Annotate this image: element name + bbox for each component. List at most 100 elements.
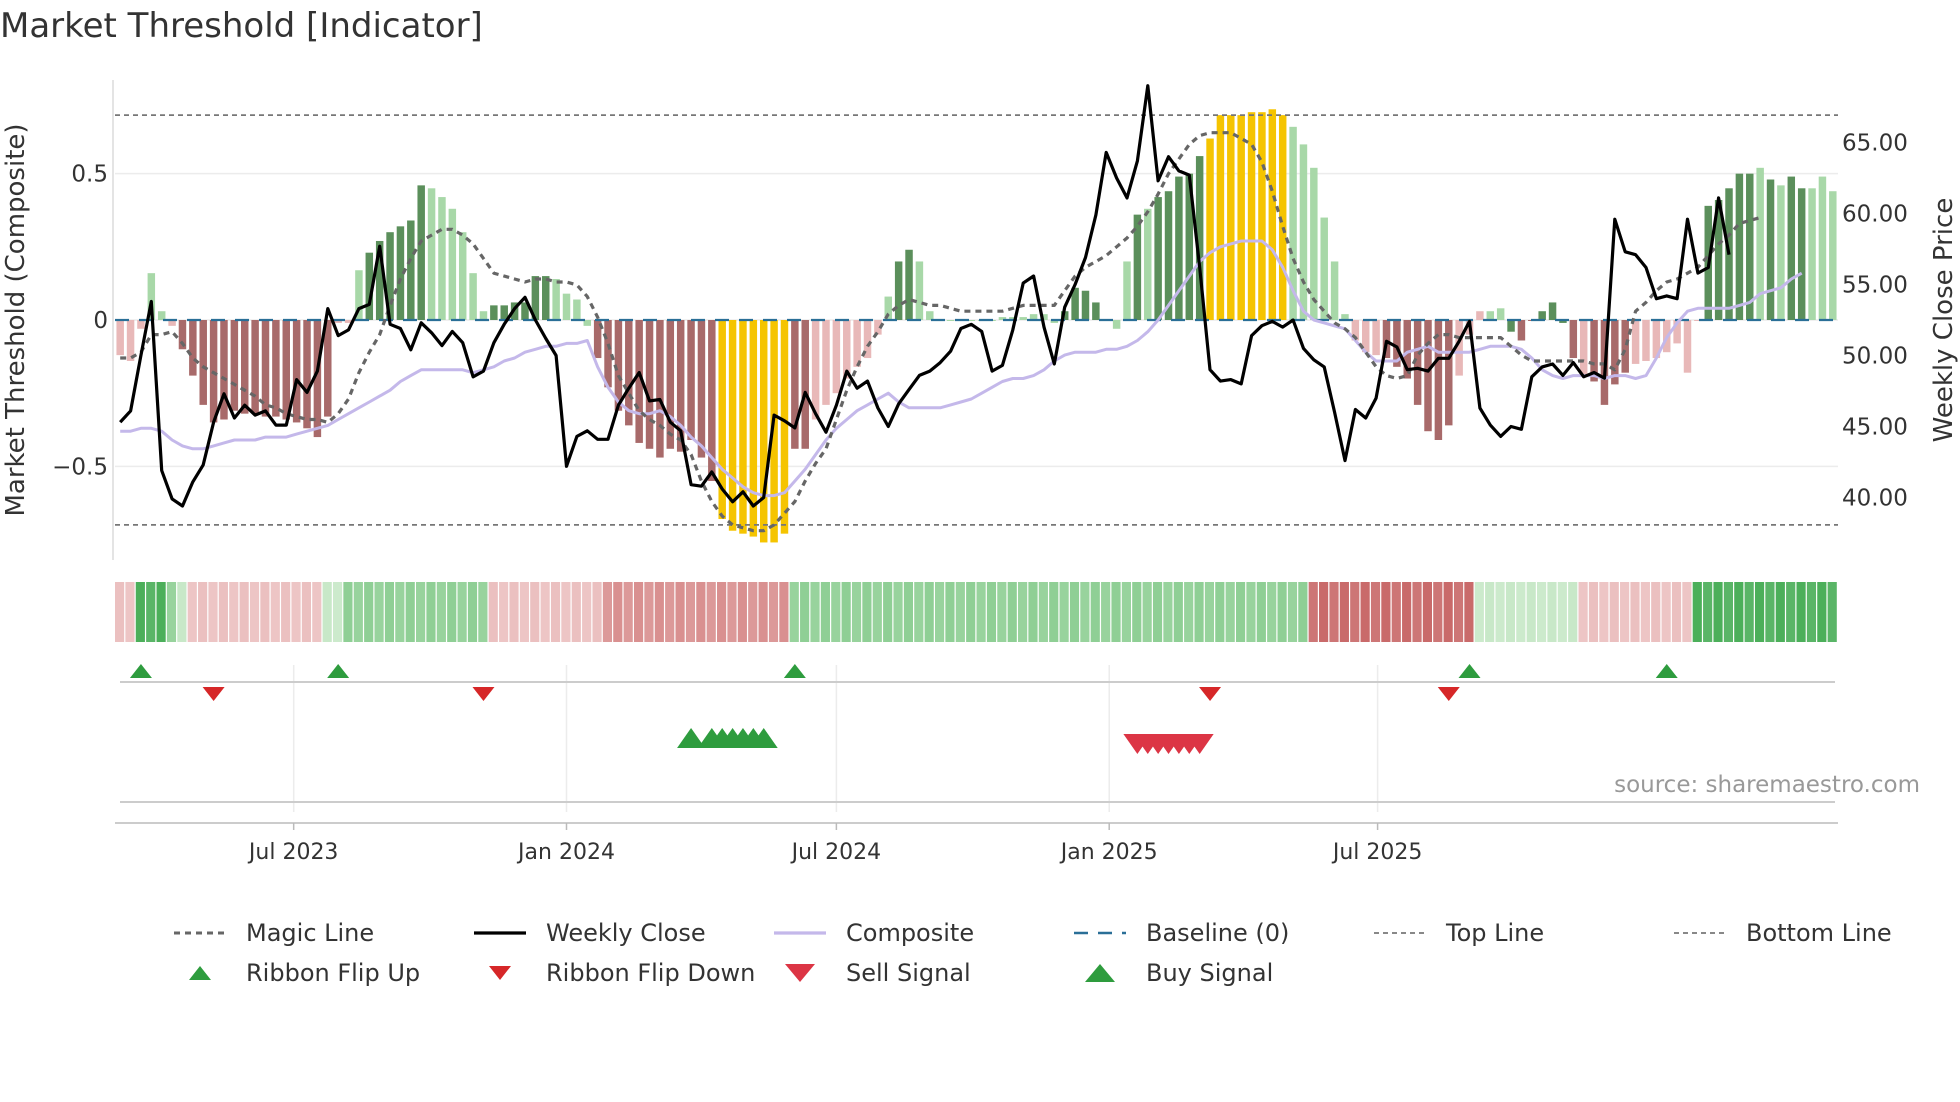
- composite-bar: [552, 279, 560, 320]
- composite-bar: [1548, 302, 1557, 320]
- ribbon-cell: [1277, 582, 1287, 642]
- ribbon-cell: [291, 582, 301, 642]
- ribbon-cell: [1671, 582, 1682, 642]
- composite-bar: [147, 273, 156, 320]
- composite-bars: [116, 109, 1837, 543]
- ribbon-flip-up-marker: [129, 664, 152, 678]
- ribbon-cell: [955, 582, 965, 642]
- ribbon-cell: [1734, 582, 1744, 642]
- composite-bar: [365, 252, 374, 320]
- composite-bar: [396, 226, 405, 320]
- ribbon-cell: [249, 582, 260, 642]
- composite-bar: [780, 320, 789, 534]
- legend-label: Ribbon Flip Down: [546, 959, 756, 987]
- composite-bar: [1029, 314, 1038, 320]
- ribbon-cell: [447, 582, 457, 642]
- ribbon-cell: [1142, 582, 1152, 642]
- composite-bar: [168, 320, 176, 326]
- legend-item-bottomline: Bottom Line: [1670, 919, 1960, 947]
- composite-bar: [241, 320, 249, 414]
- ribbon-cell: [665, 582, 675, 642]
- composite-bar: [313, 320, 322, 438]
- composite-bar: [1133, 214, 1142, 320]
- composite-bar: [375, 240, 384, 320]
- ribbon-cell: [748, 582, 758, 642]
- ribbon-flip-down-marker: [472, 687, 495, 701]
- ribbon-cell: [1007, 582, 1017, 642]
- ribbon-cell: [883, 582, 893, 642]
- ribbon-cell: [1360, 582, 1370, 642]
- composite-bar: [1050, 320, 1059, 323]
- ribbon-strip: [115, 582, 1837, 642]
- ribbon-cell: [208, 582, 218, 642]
- composite-bar: [220, 320, 228, 420]
- ribbon-cell: [1578, 582, 1588, 642]
- composite-line: [120, 239, 1803, 498]
- ribbon-cell: [1287, 582, 1298, 642]
- composite-bar: [344, 320, 353, 323]
- composite-bar: [1382, 320, 1391, 359]
- ribbon-cell: [519, 582, 529, 642]
- composite-bar: [739, 320, 747, 534]
- flip-down-legend-icon: [489, 966, 511, 980]
- ribbon-cell: [1485, 582, 1495, 642]
- composite-bar: [749, 320, 758, 537]
- ribbon-cell: [478, 582, 488, 642]
- composite-bar: [1278, 115, 1287, 320]
- gridlines: [115, 172, 1838, 812]
- ribbon-cell: [488, 582, 498, 642]
- y-axis-label-left: Market Threshold (Composite): [1, 123, 31, 516]
- ribbon-cell: [540, 582, 550, 642]
- ribbon-cell: [976, 582, 986, 642]
- composite-bar: [1476, 311, 1484, 320]
- composite-bar: [1590, 320, 1598, 382]
- ribbon-cell: [1775, 582, 1785, 642]
- composite-bar: [1144, 208, 1152, 320]
- ribbon-cell: [831, 582, 841, 642]
- ribbon-cell: [1038, 582, 1048, 642]
- ribbon-cell: [966, 582, 976, 642]
- ribbon-cell: [1786, 582, 1796, 642]
- ribbon-cell: [218, 582, 228, 642]
- composite-bar: [894, 261, 903, 320]
- composite-bar: [355, 270, 363, 320]
- ribbon-cell: [1381, 582, 1391, 642]
- ribbon-cell: [239, 582, 249, 642]
- composite-bar: [427, 188, 436, 320]
- ribbon-cell: [727, 582, 737, 642]
- ribbon-flip-up-marker: [327, 664, 350, 678]
- ribbon-cell: [499, 582, 509, 642]
- composite-bar: [759, 320, 768, 543]
- composite-bar: [292, 320, 301, 423]
- ribbon-cell: [312, 582, 322, 642]
- ribbon-cell: [353, 582, 363, 642]
- composite-bar: [1112, 320, 1121, 329]
- ribbon-cell: [582, 582, 592, 642]
- composite-bar: [542, 276, 550, 320]
- ribbon-cell: [1796, 582, 1806, 642]
- composite-bar: [573, 299, 581, 320]
- ribbon-cell: [1028, 582, 1038, 642]
- ribbon-cell: [758, 582, 768, 642]
- composite-bar: [1081, 290, 1090, 320]
- ribbon-cell: [862, 582, 872, 642]
- composite-bar: [811, 320, 820, 420]
- composite-bar: [1621, 320, 1629, 373]
- ribbon-cell: [1391, 582, 1401, 642]
- ribbon-cell: [934, 582, 945, 642]
- ribbon-cell: [1765, 582, 1775, 642]
- ribbon-cell: [1225, 582, 1235, 642]
- ribbon-cell: [810, 582, 820, 642]
- ribbon-cell: [1703, 582, 1713, 642]
- ribbon-cell: [416, 582, 426, 642]
- ribbon-flip-up-marker: [1655, 664, 1678, 678]
- ribbon-cell: [997, 582, 1007, 642]
- ribbon-cell: [800, 582, 810, 642]
- ribbon-cell: [1495, 582, 1505, 642]
- composite-bar: [386, 232, 394, 320]
- composite-bar: [1268, 109, 1277, 320]
- ribbon-cell: [1453, 582, 1464, 642]
- composite-bar: [884, 296, 893, 320]
- composite-bar: [1642, 320, 1650, 361]
- ribbon-cell: [1308, 582, 1318, 642]
